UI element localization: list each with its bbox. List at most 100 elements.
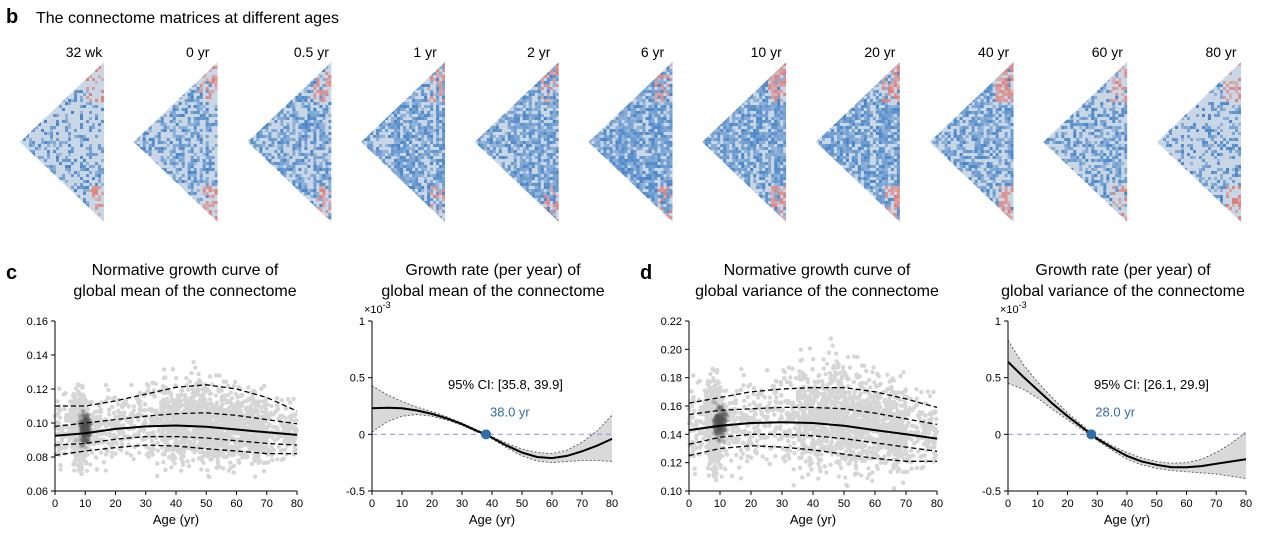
matrix-cell (373, 162, 377, 165)
matrix-cell (376, 198, 380, 201)
matrix-cell (522, 105, 526, 108)
matrix-cell (286, 78, 290, 81)
matrix-cell (205, 150, 209, 153)
matrix-cell (47, 201, 50, 204)
matrix-cell (501, 99, 505, 102)
matrix-cell (489, 102, 493, 105)
matrix-cell (53, 180, 56, 183)
matrix-cell (504, 63, 508, 66)
matrix-cell (495, 186, 499, 189)
matrix-cell (62, 222, 65, 225)
matrix-cell (77, 195, 80, 198)
matrix-cell (157, 84, 161, 87)
matrix-cell (268, 114, 272, 117)
matrix-cell (295, 186, 299, 189)
matrix-cell (280, 102, 284, 105)
matrix-cell (522, 84, 526, 87)
matrix-cell (382, 105, 386, 108)
matrix-cell (519, 156, 523, 159)
matrix-cell (480, 102, 484, 105)
matrix-cell (199, 105, 203, 108)
matrix-cell (406, 75, 410, 78)
matrix-cell (32, 81, 35, 84)
matrix-cell (609, 168, 613, 171)
matrix-cell (600, 213, 604, 216)
matrix-cell (83, 180, 86, 183)
matrix-cell (534, 186, 538, 189)
matrix-cell (325, 81, 329, 84)
matrix-cell (513, 102, 517, 105)
matrix-cell (436, 186, 440, 189)
matrix-cell (376, 108, 380, 111)
matrix-cell (412, 63, 416, 66)
matrix-cell (184, 138, 188, 141)
matrix-cell (379, 84, 383, 87)
matrix-cell (634, 222, 637, 225)
matrix-cell (403, 180, 407, 183)
matrix-cell (274, 87, 278, 90)
matrix-cell (367, 213, 371, 216)
matrix-cell (391, 216, 395, 219)
matrix-cell (65, 159, 68, 162)
matrix-cell (286, 93, 290, 96)
matrix-cell (510, 62, 514, 63)
matrix-cell (209, 222, 212, 225)
matrix-cell (77, 135, 80, 138)
matrix-cell (540, 81, 544, 84)
matrix-cell (325, 111, 329, 114)
matrix-cell (543, 174, 547, 177)
matrix-cell (552, 62, 556, 63)
matrix-cell (594, 96, 598, 99)
matrix-cell (474, 78, 478, 81)
matrix-cell (630, 111, 634, 114)
matrix-cell (265, 210, 269, 213)
matrix-cell (537, 210, 541, 213)
matrix-cell (621, 183, 625, 186)
matrix-cell (639, 62, 643, 63)
matrix-cell (163, 126, 167, 129)
matrix-cell (166, 156, 170, 159)
matrix-cell (397, 72, 401, 75)
matrix-cell (510, 201, 514, 204)
matrix-cell (534, 201, 538, 204)
matrix-cell (286, 72, 290, 75)
matrix-cell (274, 99, 278, 102)
matrix-cell (594, 186, 598, 189)
matrix-cell (367, 156, 371, 159)
matrix-cell (385, 207, 389, 210)
matrix-cell (504, 198, 508, 201)
matrix-cell (507, 84, 511, 87)
matrix-cell (361, 213, 365, 216)
matrix-cell (406, 153, 410, 156)
matrix-cell (250, 108, 254, 111)
matrix-cell (609, 93, 613, 96)
matrix-cell (480, 183, 484, 186)
matrix-cell (193, 153, 197, 156)
matrix-cell (265, 126, 269, 129)
matrix-cell (513, 84, 517, 87)
matrix-cell (519, 168, 523, 171)
matrix-cell (313, 138, 317, 141)
matrix-cell (367, 207, 371, 210)
matrix-cell (588, 120, 592, 123)
matrix-cell (522, 102, 526, 105)
matrix-cell (430, 186, 434, 189)
matrix-cell (495, 189, 499, 192)
matrix-cell (301, 183, 305, 186)
matrix-cell (630, 81, 634, 84)
matrix-cell (44, 66, 47, 69)
matrix-cell (193, 111, 197, 114)
matrix-cell (172, 150, 176, 153)
matrix-cell (528, 156, 532, 159)
matrix-cell (268, 63, 272, 66)
matrix-cell (427, 114, 431, 117)
matrix-cell (606, 174, 610, 177)
matrix-cell (639, 84, 643, 87)
matrix-cell (600, 183, 604, 186)
matrix-cell (26, 78, 29, 81)
matrix-cell (591, 219, 595, 222)
matrix-cell (427, 75, 431, 78)
matrix-cell (552, 96, 556, 99)
matrix-cell (442, 141, 446, 144)
matrix-cell (409, 84, 413, 87)
